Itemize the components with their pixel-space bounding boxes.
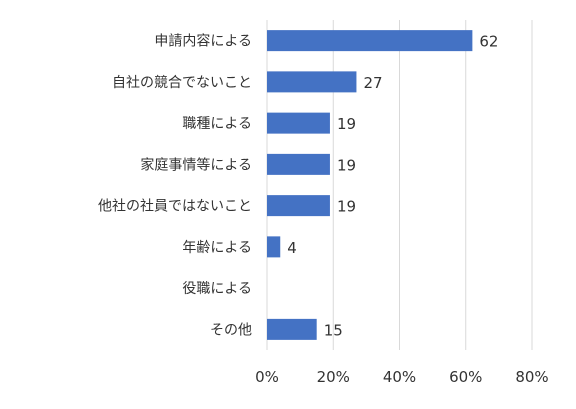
value-label: 4 — [287, 239, 297, 257]
x-tick-label: 20% — [317, 368, 350, 386]
value-labels: 62 27 19 19 19 4 15 — [287, 33, 498, 340]
x-tick-labels: 0% 20% 40% 60% 80% — [255, 368, 549, 386]
x-tick-label: 80% — [515, 368, 548, 386]
bar — [267, 195, 330, 217]
bar — [267, 112, 330, 134]
x-tick-label: 60% — [449, 368, 482, 386]
bar — [267, 153, 330, 175]
category-label: 申請内容による — [154, 33, 252, 50]
value-label: 19 — [337, 115, 356, 133]
category-label: 役職による — [182, 281, 252, 297]
bar — [267, 30, 473, 52]
value-label: 27 — [363, 74, 382, 92]
category-label: その他 — [210, 322, 252, 338]
bars — [267, 30, 473, 340]
category-label: 職種による — [182, 116, 252, 132]
value-label: 19 — [337, 156, 356, 174]
bar — [267, 236, 281, 258]
category-label: 年齢による — [182, 240, 252, 256]
category-label: 他社の社員ではないこと — [98, 199, 252, 215]
value-label: 15 — [324, 321, 343, 339]
bar — [267, 318, 317, 340]
value-label: 62 — [479, 33, 498, 51]
x-tick-label: 0% — [255, 368, 279, 386]
category-label: 家庭事情等による — [140, 156, 252, 173]
gridlines — [266, 20, 533, 350]
bar — [267, 71, 357, 93]
category-label: 自社の競合でないこと — [112, 75, 252, 91]
value-label: 19 — [337, 198, 356, 216]
x-tick-label: 40% — [383, 368, 416, 386]
category-labels: 申請内容による自社の競合でないこと職種による家庭事情等による他社の社員ではないこ… — [98, 33, 252, 339]
